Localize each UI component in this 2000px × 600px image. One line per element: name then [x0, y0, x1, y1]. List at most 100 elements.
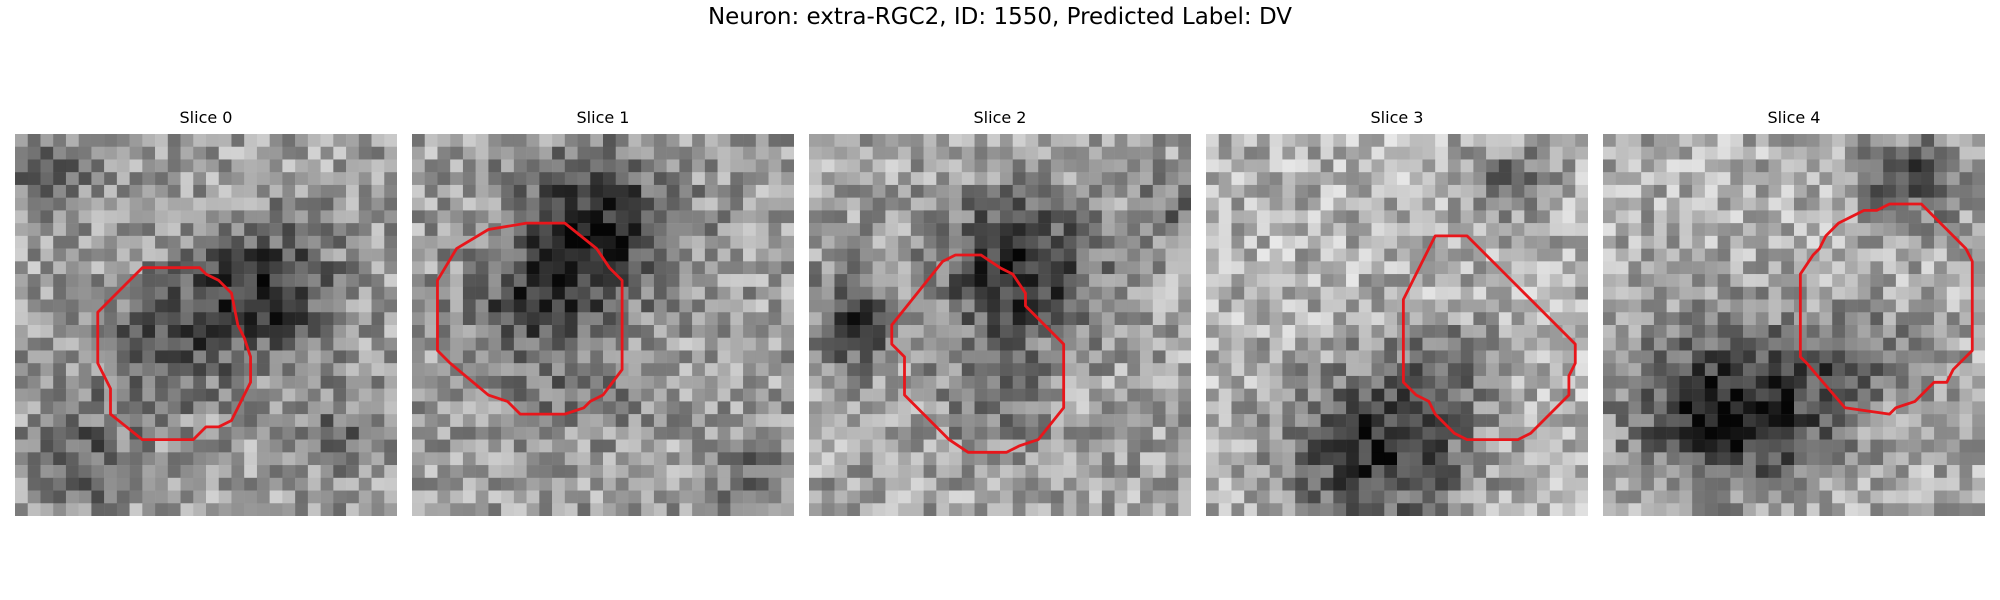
image-pixel — [307, 134, 321, 147]
image-pixel — [974, 274, 988, 288]
image-pixel — [872, 312, 886, 326]
image-pixel — [1603, 312, 1616, 326]
image-pixel — [358, 235, 372, 249]
image-pixel — [358, 337, 372, 351]
image-pixel — [1358, 465, 1372, 479]
image-pixel — [371, 223, 385, 237]
image-pixel — [590, 325, 604, 338]
image-pixel — [1140, 197, 1154, 211]
image-pixel — [1908, 490, 1922, 504]
image-pixel — [936, 477, 950, 491]
image-pixel — [1050, 452, 1064, 466]
image-pixel — [1679, 414, 1693, 428]
image-pixel — [1178, 477, 1191, 491]
image-pixel — [65, 274, 79, 288]
image-pixel — [307, 261, 321, 275]
image-pixel — [834, 223, 848, 237]
image-pixel — [1358, 134, 1372, 147]
image-pixel — [1603, 248, 1616, 262]
image-pixel — [65, 465, 79, 479]
image-pixel — [1653, 452, 1667, 466]
image-pixel — [590, 312, 604, 326]
image-pixel — [1295, 223, 1309, 237]
image-pixel — [1473, 223, 1487, 237]
image-pixel — [730, 350, 744, 364]
image-pixel — [1358, 299, 1372, 313]
image-pixel — [615, 210, 629, 224]
image-pixel — [1486, 274, 1500, 288]
image-pixel — [1076, 184, 1090, 198]
image-pixel — [1717, 452, 1731, 466]
image-pixel — [704, 274, 718, 288]
image-pixel — [666, 248, 680, 262]
image-pixel — [743, 184, 757, 198]
image-pixel — [1358, 414, 1372, 428]
image-pixel — [65, 325, 79, 338]
image-pixel — [679, 477, 693, 491]
image-pixel — [424, 414, 438, 428]
image-pixel — [1063, 477, 1077, 491]
image-pixel — [704, 261, 718, 275]
image-pixel — [1832, 490, 1846, 504]
image-pixel — [859, 146, 873, 160]
image-pixel — [104, 337, 118, 351]
image-pixel — [384, 401, 397, 415]
image-pixel — [1012, 299, 1026, 313]
image-pixel — [1972, 350, 1985, 364]
image-pixel — [1178, 312, 1191, 326]
image-pixel — [1781, 325, 1795, 338]
image-pixel — [1537, 159, 1551, 173]
image-pixel — [781, 248, 794, 262]
image-pixel — [1692, 210, 1706, 224]
image-pixel — [1101, 184, 1115, 198]
image-pixel — [1524, 134, 1538, 147]
image-pixel — [628, 350, 642, 364]
image-pixel — [1000, 477, 1013, 491]
image-pixel — [91, 134, 105, 147]
image-pixel — [1857, 465, 1871, 479]
image-pixel — [1269, 274, 1283, 288]
image-pixel — [1692, 401, 1706, 415]
image-pixel — [1114, 248, 1128, 262]
image-pixel — [1063, 235, 1077, 249]
image-pixel — [1717, 159, 1731, 173]
image-pixel — [488, 261, 502, 275]
image-pixel — [488, 274, 502, 288]
image-pixel — [1628, 299, 1642, 313]
image-pixel — [717, 337, 731, 351]
image-pixel — [1435, 146, 1449, 160]
image-pixel — [40, 439, 54, 453]
image-pixel — [1781, 223, 1795, 237]
image-pixel — [1000, 325, 1013, 338]
image-pixel — [1346, 363, 1360, 377]
image-pixel — [821, 375, 835, 389]
image-pixel — [1218, 490, 1232, 504]
image-pixel — [1743, 426, 1757, 440]
image-pixel — [155, 235, 169, 249]
image-pixel — [1895, 184, 1909, 198]
image-pixel — [1269, 235, 1283, 249]
image-pixel — [307, 197, 321, 211]
image-pixel — [1794, 375, 1807, 389]
image-pixel — [872, 426, 886, 440]
image-pixel — [1422, 439, 1436, 453]
image-pixel — [1101, 261, 1115, 275]
image-pixel — [1422, 426, 1436, 440]
image-pixel — [1000, 401, 1013, 415]
image-pixel — [513, 414, 527, 428]
image-pixel — [320, 426, 334, 440]
image-pixel — [180, 146, 194, 160]
image-pixel — [692, 465, 706, 479]
image-pixel — [679, 248, 693, 262]
image-pixel — [142, 490, 156, 504]
image-pixel — [910, 375, 924, 389]
slice-panel-4: Slice 4 — [1603, 108, 1985, 516]
image-pixel — [1934, 286, 1948, 300]
image-pixel — [15, 312, 28, 326]
image-pixel — [269, 274, 283, 288]
image-pixel — [1946, 439, 1960, 453]
image-pixel — [167, 235, 181, 249]
image-pixel — [1114, 503, 1128, 516]
image-pixel — [1063, 503, 1077, 516]
image-pixel — [679, 172, 693, 186]
